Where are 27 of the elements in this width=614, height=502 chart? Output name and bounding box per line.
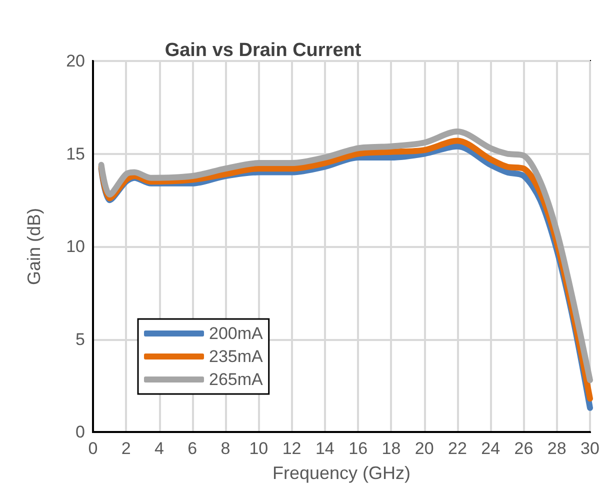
x-tick-label: 28 [547, 439, 566, 458]
y-tick-label: 5 [76, 330, 85, 349]
x-tick-label: 6 [188, 439, 198, 458]
x-tick-label: 24 [481, 439, 500, 458]
x-tick-label: 8 [220, 439, 230, 458]
x-axis-title: Frequency (GHz) [272, 463, 411, 483]
y-tick-label: 15 [66, 144, 85, 164]
x-tick-label: 10 [249, 439, 268, 458]
x-tick-label: 26 [514, 439, 534, 458]
x-tick-label: 0 [88, 439, 98, 458]
x-tick-label: 2 [121, 439, 131, 458]
y-axis-title: Gain (dB) [24, 208, 44, 286]
y-tick-label: 20 [66, 52, 85, 70]
y-tick-label: 0 [76, 422, 85, 442]
x-tick-label: 16 [348, 439, 368, 458]
x-tick-label: 4 [154, 439, 164, 458]
legend-label: 265mA [209, 370, 264, 389]
x-tick-label: 22 [448, 439, 467, 458]
x-tick-label: 18 [382, 439, 401, 458]
legend-label: 200mA [209, 324, 264, 343]
chart-title: Gain vs Drain Current [164, 40, 362, 61]
x-tick-label: 30 [580, 439, 600, 458]
x-tick-label: 12 [282, 439, 302, 458]
y-tick-label: 10 [66, 237, 85, 256]
legend-label: 235mA [209, 347, 264, 366]
x-tick-label: 20 [414, 439, 434, 458]
x-tick-label: 14 [315, 439, 334, 458]
